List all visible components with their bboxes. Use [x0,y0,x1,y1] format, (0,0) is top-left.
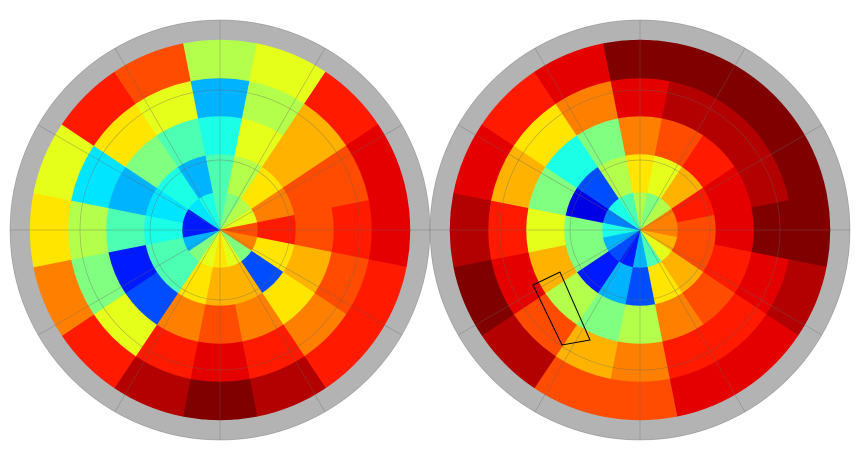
graticule [569,159,711,301]
graticule [499,89,781,371]
graticule [219,229,326,413]
graticule [639,47,746,231]
graticule [639,229,823,336]
heat-cell [114,43,191,104]
heat-cell [534,43,611,104]
graticule [114,47,221,231]
graticule [219,229,403,336]
graticule [534,229,641,413]
graticule [639,229,746,413]
graticule [639,124,823,231]
graticule [114,229,221,413]
graticule [534,47,641,231]
graticule [457,229,641,336]
graticule [429,19,851,441]
graticule [219,124,403,231]
graticule [457,124,641,231]
graticule [79,89,361,371]
graticule [37,124,221,231]
graticule [149,159,291,301]
graticule [219,47,326,231]
region-outline [532,271,591,346]
plot-layer [9,19,851,441]
graticule [37,229,221,336]
